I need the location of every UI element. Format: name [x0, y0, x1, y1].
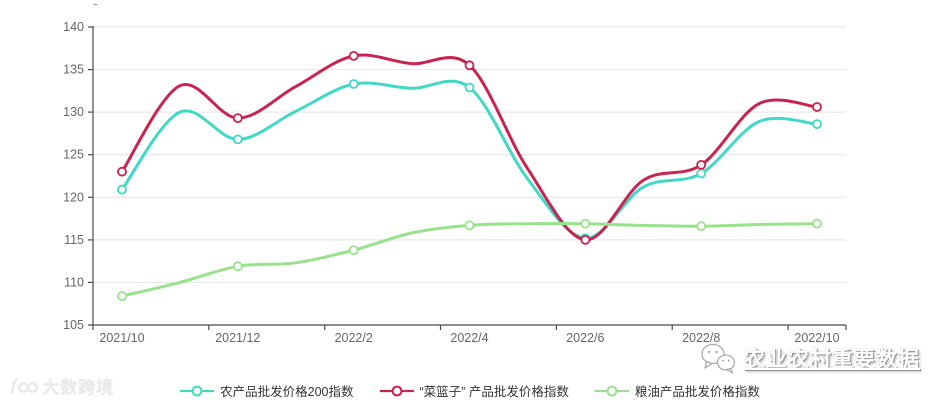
- chart-legend: 农产品批发价格200指数 “菜篮子” 产品批发价格指数 粮油产品批发价格指数: [0, 381, 940, 400]
- series-0-marker: [812, 119, 822, 129]
- series-1-marker: [812, 102, 822, 112]
- legend-item-1[interactable]: “菜篮子” 产品批发价格指数: [379, 381, 569, 400]
- x-tick-label: 2022/4: [450, 331, 488, 345]
- x-tick-label: 2022/8: [682, 331, 720, 345]
- x-tick-label: 2022/10: [794, 331, 839, 345]
- y-tick-label-140: 140: [63, 20, 84, 34]
- x-tick-label: 2021/12: [215, 331, 260, 345]
- series-line-2: [120, 221, 819, 298]
- series-2-marker: [696, 221, 707, 232]
- series-2-marker: [464, 220, 475, 231]
- legend-label: 农产品批发价格200指数: [220, 385, 354, 399]
- x-tick-label: 2022/6: [566, 331, 604, 345]
- series-0-marker: [348, 79, 359, 89]
- legend-marker-icon: [379, 385, 414, 396]
- x-tick-label: 2021/10: [99, 331, 144, 345]
- legend-label: 粮油产品批发价格指数: [634, 385, 760, 399]
- y-tick-label-120: 120: [63, 190, 84, 204]
- series-2-marker: [232, 261, 243, 272]
- price-index-line-chart: 105 110 115 120 125 130 135 140 2021/10 2021/12 20…: [63, 20, 847, 345]
- series-2-marker: [117, 291, 127, 302]
- legend-marker-icon: [180, 385, 215, 396]
- y-tick-label-105: 105: [63, 318, 84, 332]
- series-0-marker: [696, 168, 707, 179]
- series-2-marker: [580, 218, 591, 229]
- series-1-marker: [117, 166, 127, 177]
- legend-marker-icon: [594, 385, 629, 396]
- series-0-marker: [117, 184, 127, 195]
- y-tick-label-110: 110: [64, 275, 84, 289]
- legend-item-0[interactable]: 农产品批发价格200指数: [180, 381, 354, 400]
- series-0-marker: [464, 82, 475, 93]
- series-1-marker: [232, 113, 243, 123]
- y-tick-label-130: 130: [63, 105, 84, 119]
- legend-label: “菜篮子” 产品批发价格指数: [419, 385, 569, 399]
- x-tick-label: 2022/2: [335, 331, 373, 345]
- series-1-marker: [348, 51, 359, 61]
- series-2-marker: [348, 245, 359, 256]
- series-0-marker: [232, 134, 243, 145]
- series-2-marker: [812, 218, 822, 229]
- y-tick-label-115: 115: [64, 233, 84, 247]
- series-line-0: [120, 79, 819, 240]
- chart-title-dash: -: [93, 0, 98, 11]
- y-tick-label-135: 135: [63, 63, 84, 77]
- legend-item-2[interactable]: 粮油产品批发价格指数: [594, 381, 760, 400]
- series-1-marker: [696, 159, 707, 170]
- series-1-marker: [464, 60, 475, 71]
- series-1-marker: [580, 234, 591, 245]
- y-tick-label-125: 125: [63, 148, 84, 162]
